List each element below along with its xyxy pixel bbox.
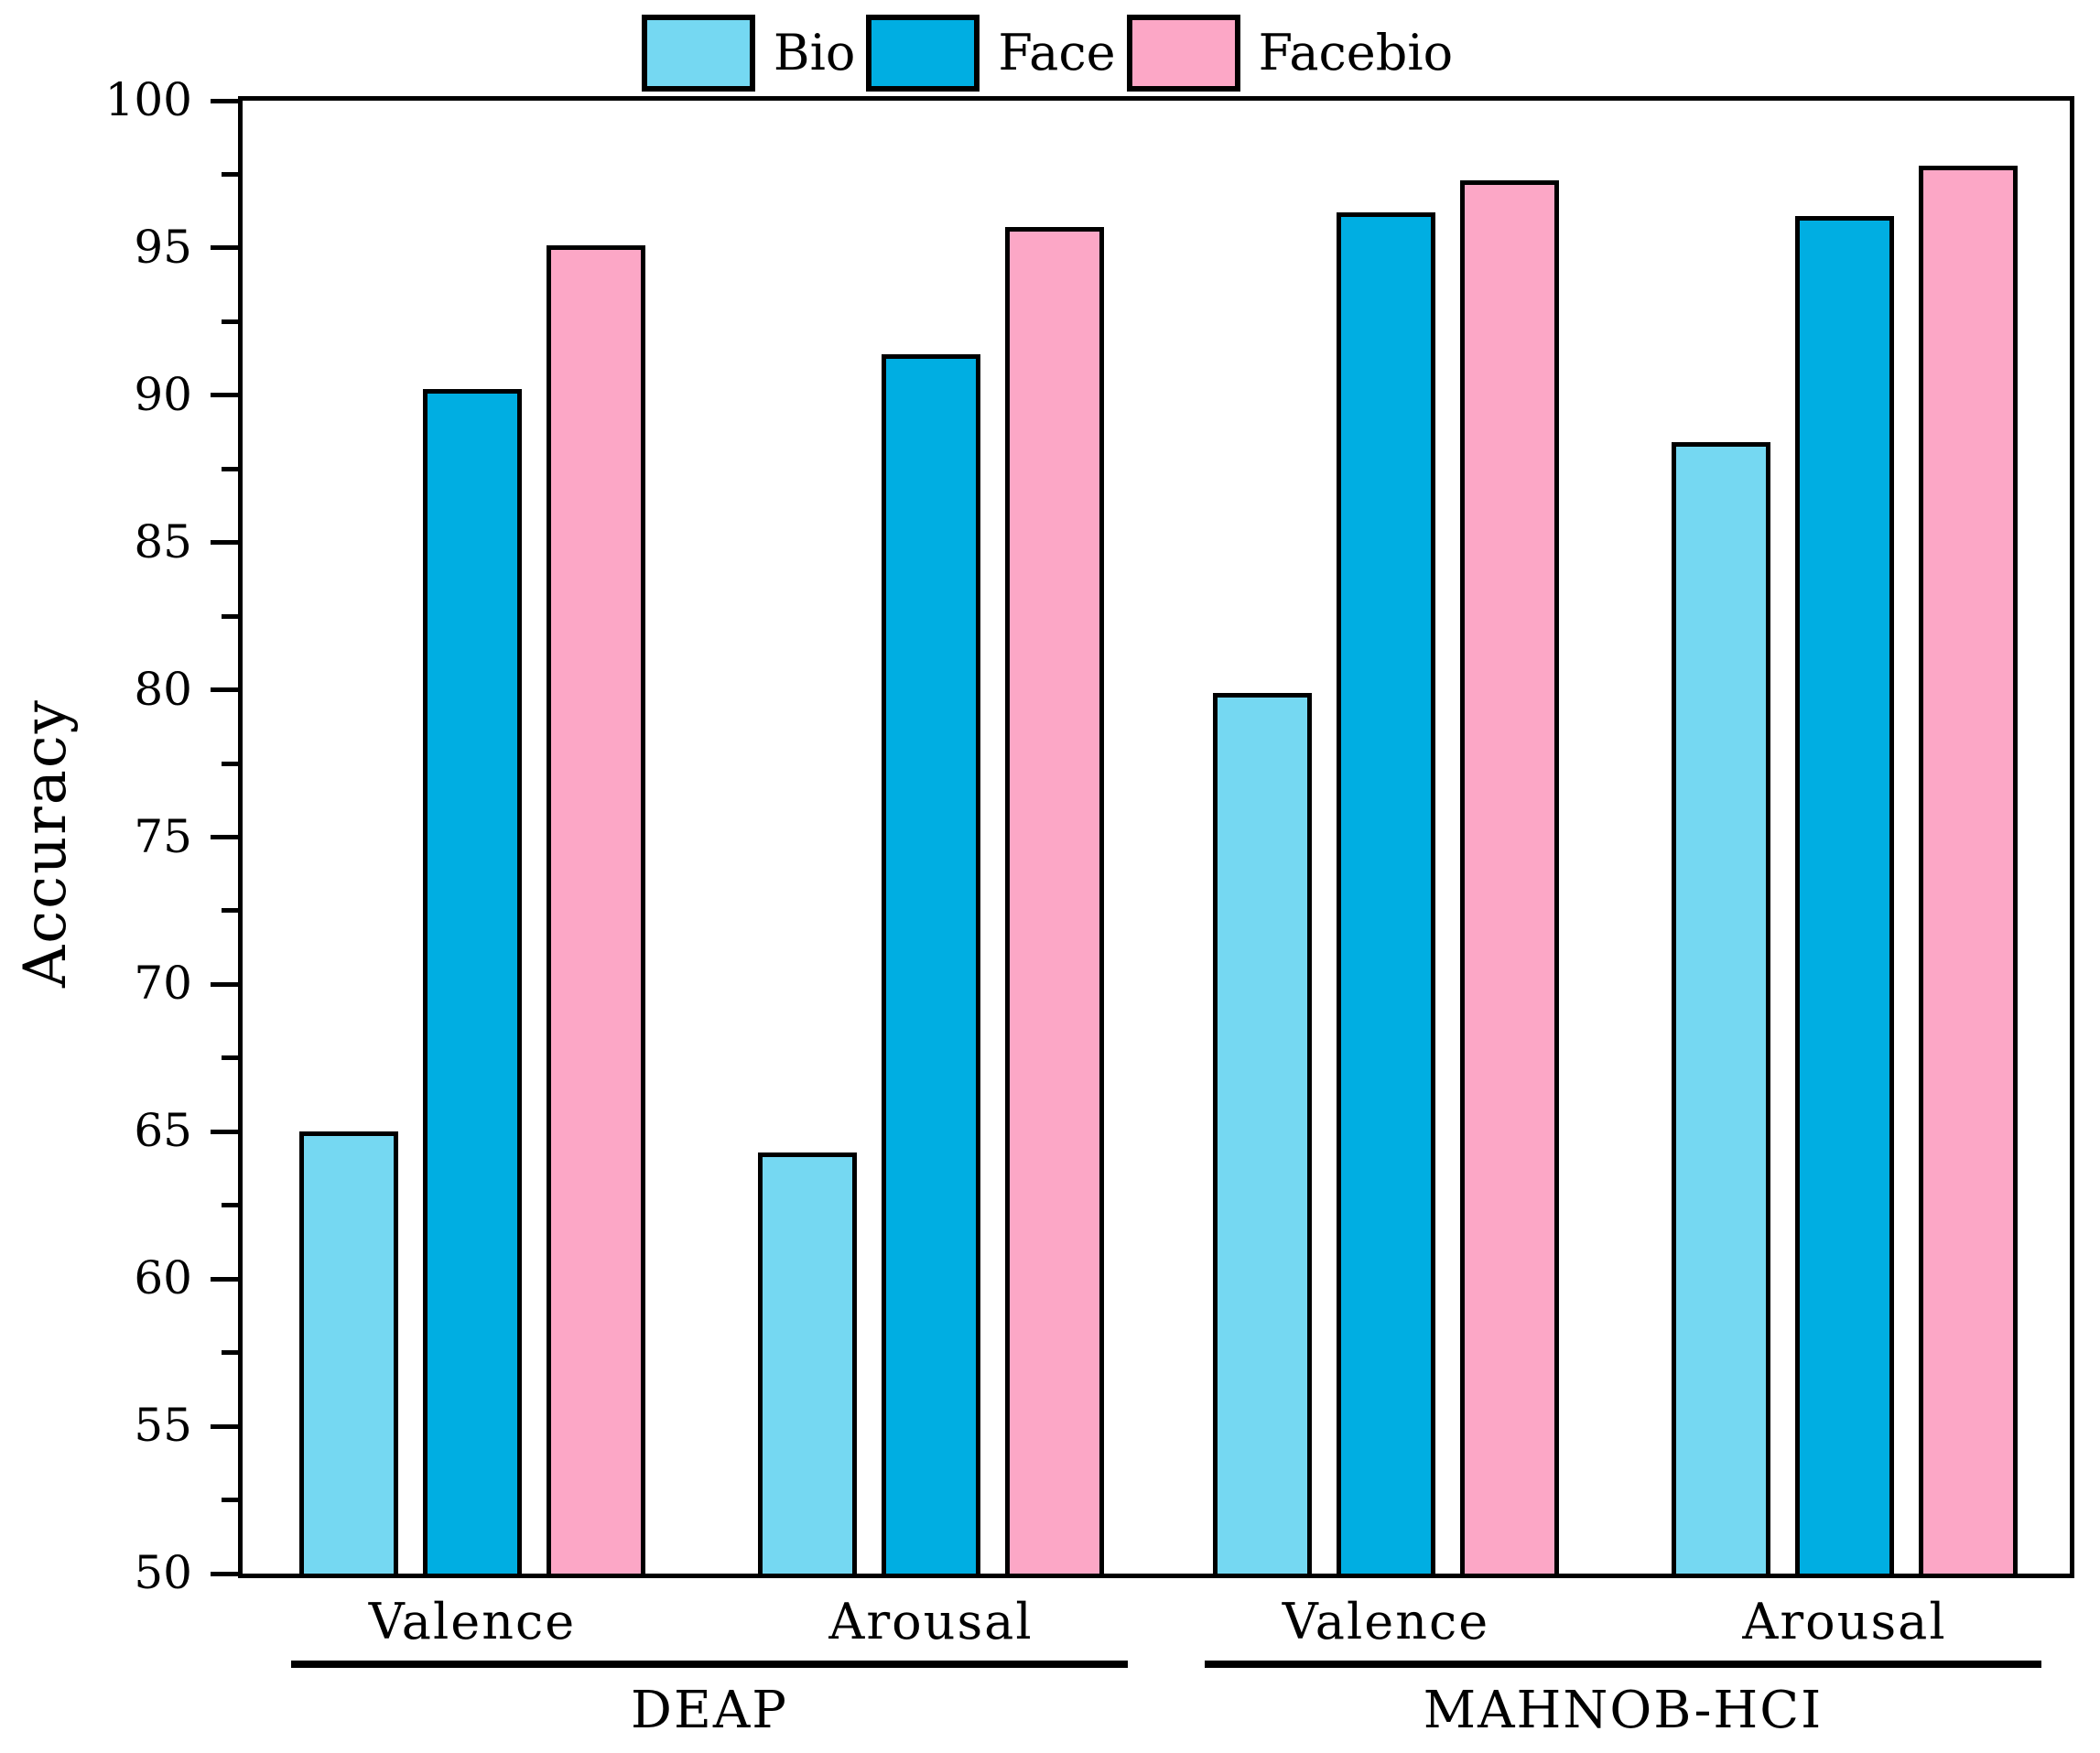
y-tick-label: 75: [134, 809, 192, 863]
y-minor-tick: [222, 466, 238, 471]
legend-swatch-bio: [641, 15, 755, 92]
bar-deap-arousal-bio: [758, 1152, 857, 1574]
y-minor-tick: [222, 1055, 238, 1061]
y-major-tick: [211, 1276, 238, 1282]
y-minor-tick: [222, 908, 238, 914]
y-tick-label: 60: [134, 1251, 192, 1305]
y-major-tick: [211, 540, 238, 546]
bar-mahnob-arousal-bio: [1672, 442, 1770, 1574]
y-tick-label: 55: [134, 1399, 192, 1453]
y-tick-label: 85: [134, 514, 192, 568]
bar-mahnob-valence-face: [1337, 212, 1435, 1574]
y-tick-label: 65: [134, 1104, 192, 1158]
legend-item-bio: Bio: [641, 15, 861, 92]
legend-label: Face: [998, 24, 1116, 81]
bar-mahnob-valence-bio: [1213, 692, 1312, 1574]
y-tick-label: 70: [134, 957, 192, 1011]
bar-mahnob-valence-facebio: [1460, 179, 1559, 1574]
x-category-label: Arousal: [828, 1593, 1034, 1650]
y-tick-label: 80: [134, 662, 192, 716]
y-minor-tick: [222, 1498, 238, 1503]
legend-label: Bio: [773, 24, 856, 81]
legend-label: Facebio: [1258, 24, 1454, 81]
x-category-label: Valence: [1282, 1593, 1490, 1650]
bar-deap-valence-face: [423, 389, 522, 1574]
y-tick-label: 50: [134, 1546, 192, 1599]
bar-mahnob-arousal-facebio: [1919, 165, 2018, 1574]
y-minor-tick: [222, 319, 238, 324]
y-tick-label: 95: [134, 220, 192, 274]
legend-swatch-face: [866, 15, 980, 92]
bar-deap-valence-bio: [299, 1131, 398, 1574]
section-label-deap: DEAP: [631, 1681, 788, 1740]
y-minor-tick: [222, 171, 238, 177]
x-category-label: Valence: [368, 1593, 577, 1650]
legend-item-facebio: Facebio: [1126, 15, 1459, 92]
y-major-tick: [211, 1129, 238, 1134]
plot-frame: [238, 96, 2074, 1578]
section-line-mahnob-hci: [1205, 1661, 2041, 1668]
legend-item-face: Face: [866, 15, 1120, 92]
chart-legend: Bio Face Facebio: [0, 15, 2100, 92]
y-major-tick: [211, 1423, 238, 1429]
y-minor-tick: [222, 1350, 238, 1356]
y-major-tick: [211, 835, 238, 839]
y-minor-tick: [222, 1203, 238, 1208]
y-minor-tick: [222, 761, 238, 766]
y-major-tick: [211, 98, 238, 103]
y-major-tick: [211, 1571, 238, 1576]
x-category-label: Arousal: [1742, 1593, 1947, 1650]
bar-mahnob-arousal-face: [1795, 215, 1894, 1574]
y-axis-title: Accuracy: [12, 698, 80, 988]
y-minor-tick: [222, 613, 238, 619]
y-major-tick: [211, 393, 238, 398]
plot-area: [243, 101, 2070, 1574]
legend-swatch-facebio: [1126, 15, 1240, 92]
y-major-tick: [211, 245, 238, 251]
y-tick-label: 90: [134, 367, 192, 421]
bar-deap-arousal-face: [882, 353, 980, 1574]
section-label-mahnob-hci: MAHNOB-HCI: [1423, 1681, 1824, 1740]
y-major-tick: [211, 981, 238, 987]
section-line-deap: [291, 1661, 1128, 1668]
bar-deap-valence-facebio: [547, 244, 645, 1574]
bar-deap-arousal-facebio: [1005, 227, 1104, 1574]
y-major-tick: [211, 687, 238, 693]
